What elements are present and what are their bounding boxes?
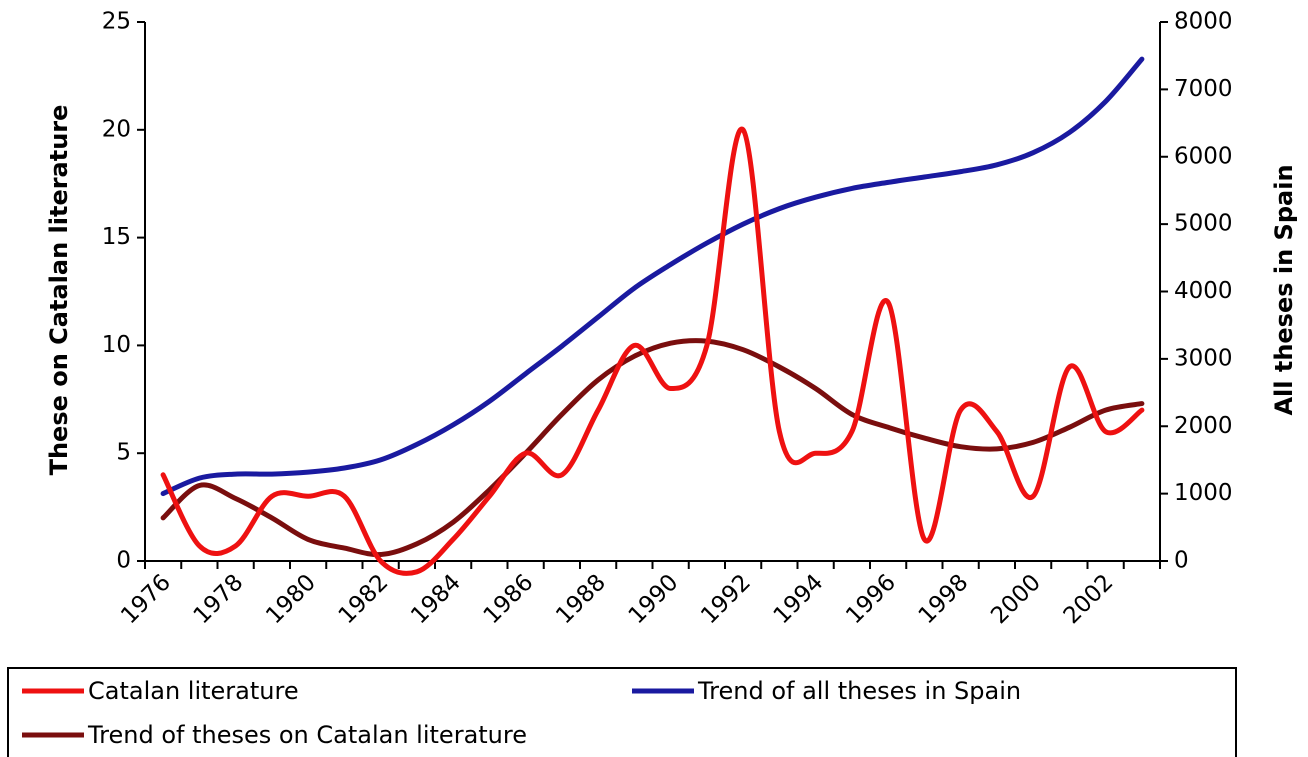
y-right-tick-label: 2000: [1174, 413, 1233, 439]
legend-label-trend-catalan: Trend of theses on Catalan literature: [87, 721, 527, 749]
y-left-tick-label: 10: [102, 332, 131, 358]
y-right-tick-label: 0: [1174, 548, 1189, 574]
series-line-trend-catalan: [160, 338, 1145, 558]
legend: Catalan literature Trend of all theses i…: [7, 667, 1237, 757]
y-left-tick-label: 5: [116, 440, 131, 466]
y-left-tick-label: 0: [116, 548, 131, 574]
series-line-catalan-literature: [160, 126, 1145, 576]
y-left-tick-label: 25: [102, 9, 131, 35]
y-right-tick-label: 4000: [1174, 278, 1233, 304]
y-right-tick-label: 6000: [1174, 143, 1233, 169]
y-left-tick-label: 15: [102, 224, 131, 250]
y-right-tick-label: 5000: [1174, 211, 1233, 237]
legend-label-catalan-literature: Catalan literature: [88, 677, 299, 705]
legend-box: [7, 667, 1237, 757]
axis-titles: These on Catalan literature All theses i…: [45, 105, 1298, 476]
y-left-tick-label: 20: [102, 116, 131, 142]
y-right-tick-label: 8000: [1174, 9, 1233, 35]
y-right-tick-label: 7000: [1174, 76, 1233, 102]
series-line-trend-all-theses: [160, 56, 1145, 497]
y-right-tick-label: 3000: [1174, 345, 1233, 371]
legend-label-trend-all-theses: Trend of all theses in Spain: [697, 677, 1021, 705]
y-axis-title-right: All theses in Spain: [1270, 164, 1298, 415]
y-axis-title-left: These on Catalan literature: [45, 105, 73, 476]
series: [160, 56, 1145, 576]
y-right-tick-label: 1000: [1174, 480, 1233, 506]
